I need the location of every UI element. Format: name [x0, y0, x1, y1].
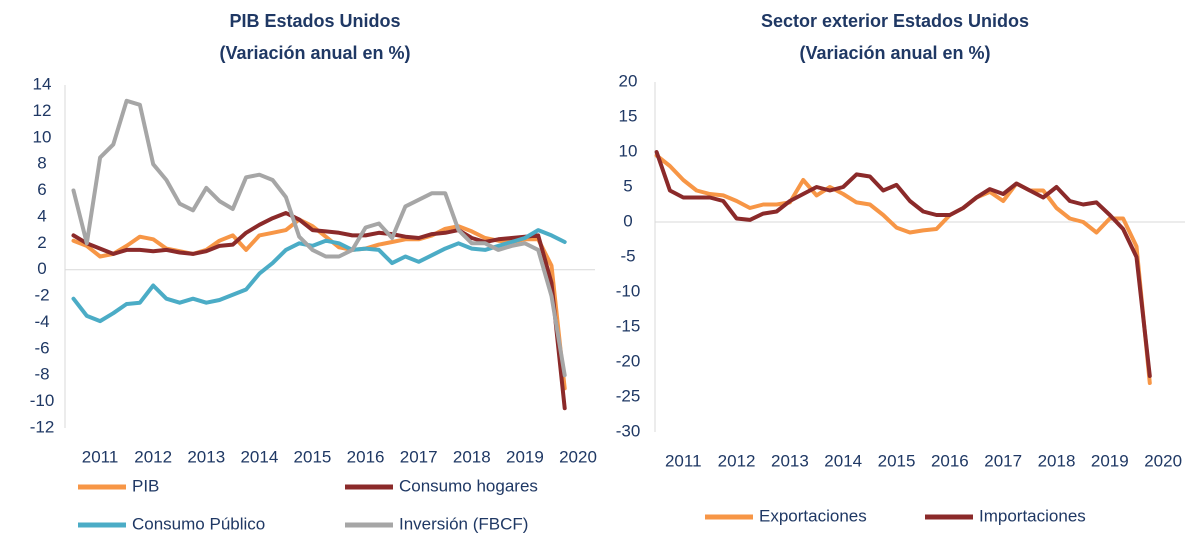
- x-tick-label: 2015: [878, 451, 916, 470]
- y-tick-label: 0: [37, 259, 46, 278]
- x-tick-label: 2011: [665, 451, 702, 470]
- y-tick-label: -4: [34, 312, 49, 331]
- y-tick-label: 15: [619, 106, 638, 125]
- y-tick-label: -10: [30, 391, 55, 410]
- line-series: [71, 98, 567, 378]
- x-tick-label: 2015: [294, 447, 332, 466]
- x-tick-label: 2019: [1091, 451, 1129, 470]
- x-tick-label: 2020: [559, 447, 597, 466]
- legend-label: PIB: [132, 476, 159, 495]
- x-tick-label: 2018: [453, 447, 491, 466]
- y-tick-label: -2: [34, 286, 49, 305]
- y-tick-label: 12: [33, 101, 52, 120]
- chart-title: Sector exterior Estados Unidos: [761, 11, 1029, 31]
- y-tick-label: 5: [623, 176, 632, 195]
- line-series: [654, 150, 1152, 378]
- y-tick-label: 10: [619, 141, 638, 160]
- legend-label: Exportaciones: [759, 506, 867, 525]
- y-tick-label: -30: [616, 421, 641, 440]
- y-tick-label: -5: [620, 246, 635, 265]
- x-tick-label: 2012: [134, 447, 172, 466]
- y-tick-label: -20: [616, 351, 641, 370]
- legend-label: Inversión (FBCF): [399, 514, 528, 533]
- y-tick-label: 6: [37, 180, 46, 199]
- x-tick-label: 2017: [984, 451, 1022, 470]
- line-series: [654, 153, 1152, 385]
- legend-label: Importaciones: [979, 506, 1086, 525]
- y-tick-label: 0: [623, 211, 632, 230]
- x-tick-label: 2013: [187, 447, 225, 466]
- y-tick-label: 2: [37, 233, 46, 252]
- y-tick-label: 4: [37, 206, 46, 225]
- y-tick-label: -15: [616, 316, 641, 335]
- x-tick-label: 2014: [240, 447, 278, 466]
- x-tick-label: 2013: [771, 451, 809, 470]
- y-tick-label: 14: [33, 74, 52, 93]
- y-tick-label: -12: [30, 417, 55, 436]
- y-tick-label: -8: [34, 365, 49, 384]
- y-tick-label: -10: [616, 281, 641, 300]
- y-tick-label: 8: [37, 154, 46, 173]
- legend-label: Consumo Público: [132, 514, 265, 533]
- chart-subtitle: (Variación anual en %): [799, 43, 990, 63]
- x-tick-label: 2020: [1144, 451, 1182, 470]
- chart-title: PIB Estados Unidos: [229, 11, 400, 31]
- chart-subtitle: (Variación anual en %): [219, 43, 410, 63]
- x-tick-label: 2016: [347, 447, 385, 466]
- legend-label: Consumo hogares: [399, 476, 538, 495]
- x-tick-label: 2011: [82, 447, 119, 466]
- y-tick-label: -6: [34, 338, 49, 357]
- y-tick-label: 20: [619, 71, 638, 90]
- x-tick-label: 2018: [1038, 451, 1076, 470]
- x-tick-label: 2016: [931, 451, 969, 470]
- y-tick-label: 10: [33, 127, 52, 146]
- x-tick-label: 2014: [824, 451, 862, 470]
- x-tick-label: 2017: [400, 447, 438, 466]
- y-tick-label: -25: [616, 386, 641, 405]
- line-series: [71, 228, 567, 324]
- x-tick-label: 2012: [718, 451, 756, 470]
- x-tick-label: 2019: [506, 447, 544, 466]
